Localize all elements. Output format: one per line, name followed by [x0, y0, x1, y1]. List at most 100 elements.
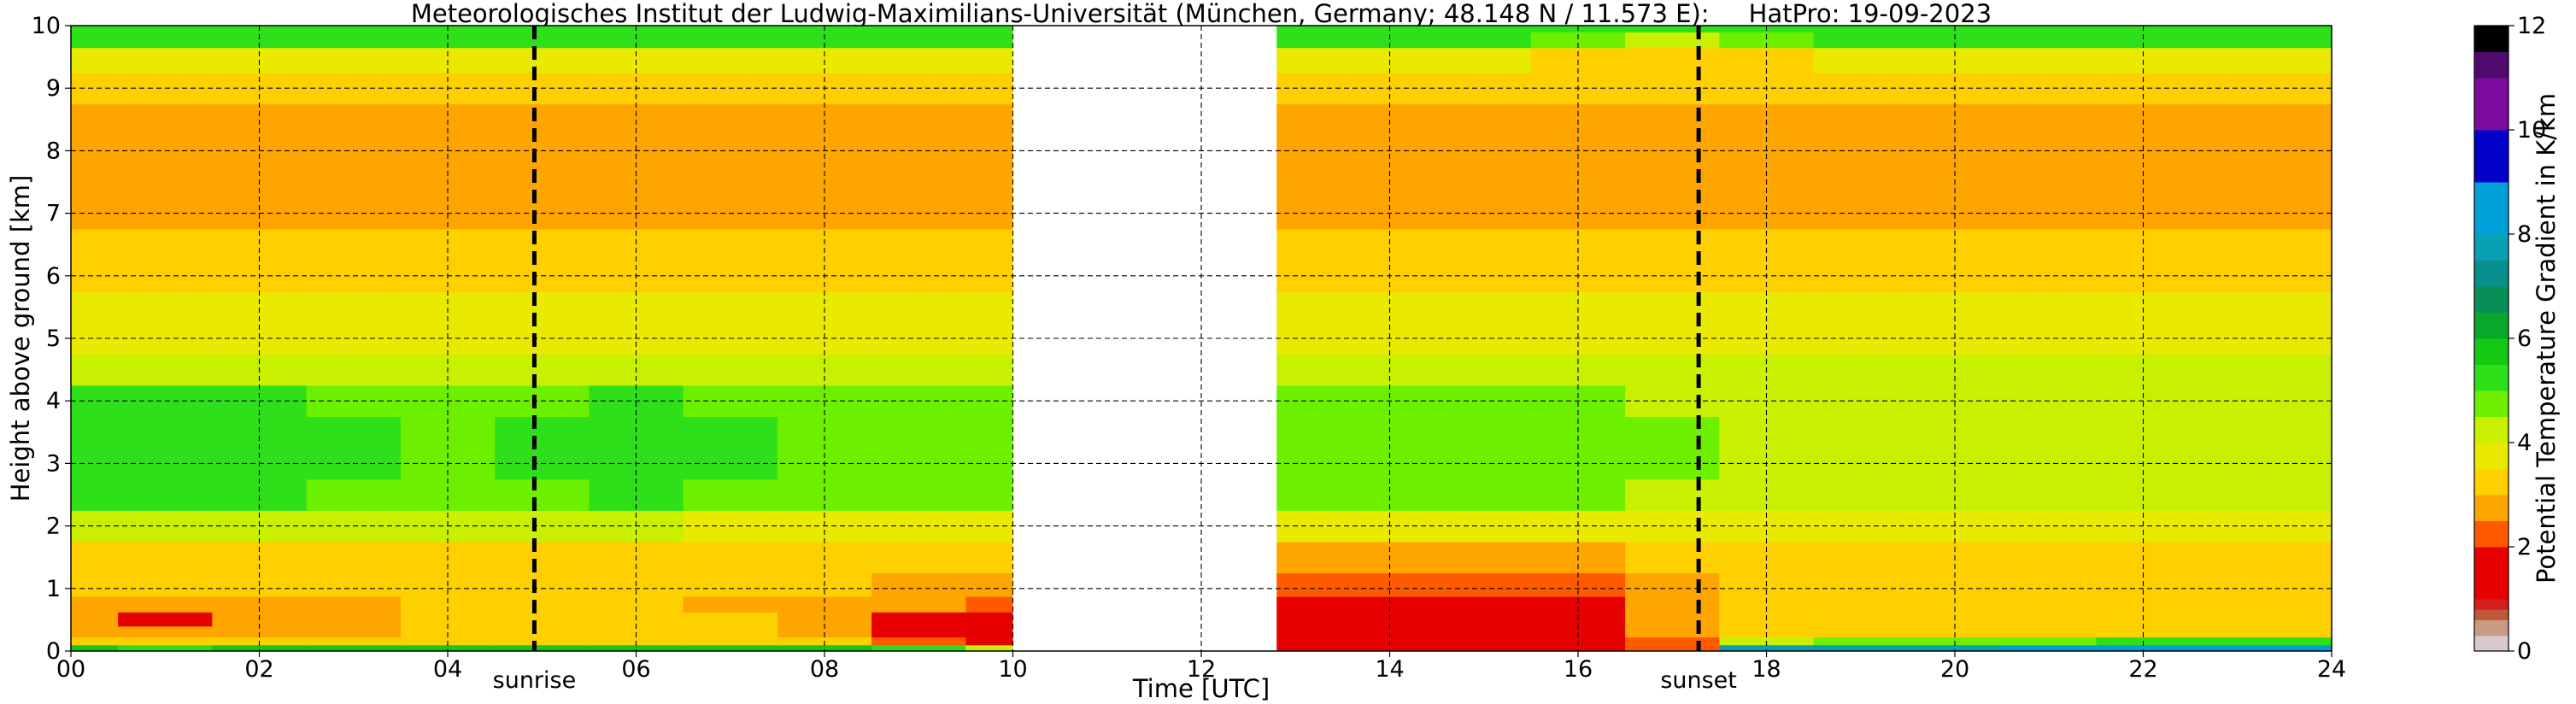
heatmap-cell — [871, 103, 966, 136]
x-tick-label: 16 — [1564, 656, 1593, 683]
heatmap-cell — [400, 32, 496, 49]
heatmap-cell — [71, 72, 119, 105]
heatmap-cell — [1813, 572, 1909, 597]
heatmap-cell — [2096, 625, 2192, 638]
heatmap-cell — [71, 260, 119, 292]
colorbar-segment — [2474, 495, 2509, 521]
heatmap-cell — [871, 625, 966, 638]
y-tick-label: 6 — [46, 263, 61, 290]
x-axis-ticks: 00 02 04 06 08 10 12 14 16 18 20 22 24 — [56, 651, 2346, 683]
colorbar-segment — [2474, 234, 2509, 261]
heatmap-cell — [2002, 572, 2097, 597]
heatmap-cell — [71, 32, 119, 49]
heatmap-cell — [871, 228, 966, 261]
heatmap-cell — [683, 541, 778, 574]
heatmap-cell — [1719, 625, 1815, 638]
y-tick-label: 10 — [32, 13, 61, 39]
heatmap-cell — [71, 384, 119, 418]
y-axis-ticks: 0 1 2 3 4 5 6 7 8 9 10 — [32, 13, 71, 665]
heatmap-cell — [1813, 26, 1909, 32]
heatmap-cell — [495, 354, 590, 386]
heatmap-cell — [2002, 103, 2097, 136]
heatmap-cell — [1530, 625, 1626, 638]
heatmap-cell — [495, 612, 590, 627]
heatmap-cell — [2002, 625, 2097, 638]
heatmap-cell — [306, 416, 402, 449]
heatmap-cell — [1436, 47, 1532, 73]
heatmap-cell — [118, 478, 213, 511]
heatmap-cell — [1436, 354, 1532, 386]
heatmap-cell — [212, 644, 308, 651]
colorbar-segment — [2474, 547, 2509, 600]
heatmap-cell — [871, 26, 966, 32]
heatmap-cell — [871, 572, 966, 597]
sunset-label: sunset — [1660, 667, 1737, 694]
sunrise-label: sunrise — [493, 667, 577, 694]
heatmap-cell — [306, 625, 402, 638]
colorbar-tick-label: 8 — [2517, 221, 2532, 248]
heatmap-cell — [1342, 595, 1438, 613]
heatmap-cell — [1625, 625, 1720, 638]
heatmap-cell — [1813, 644, 1909, 651]
x-tick-label: 06 — [621, 656, 650, 683]
heatmap-cell — [1813, 416, 1909, 449]
heatmap-cell — [2002, 166, 2097, 198]
heatmap-cell — [71, 228, 119, 261]
heatmap-cell — [118, 166, 213, 198]
heatmap-cell — [2284, 197, 2332, 230]
heatmap-cell — [683, 416, 778, 449]
heatmap-cell — [1813, 228, 1909, 261]
heatmap-cell — [2190, 228, 2286, 261]
y-tick-label: 9 — [46, 75, 61, 102]
heatmap-cell — [683, 644, 778, 651]
heatmap-cell — [306, 32, 402, 49]
heatmap-cell — [777, 644, 872, 651]
heatmap-cell — [683, 166, 778, 198]
heatmap-cell — [71, 595, 119, 613]
heatmap-cell — [2284, 260, 2332, 292]
heatmap-cell — [2190, 354, 2286, 386]
y-tick-label: 7 — [46, 201, 61, 227]
heatmap-cell — [71, 637, 119, 646]
heatmap-cell — [2284, 448, 2332, 480]
heatmap-cell — [683, 637, 778, 646]
heatmap-cell — [1625, 228, 1720, 261]
heatmap-cell — [1625, 354, 1720, 386]
heatmap-cell — [2190, 478, 2286, 511]
heatmap-cell — [683, 595, 778, 613]
heatmap-cell — [495, 47, 590, 73]
heatmap-cell — [306, 572, 402, 597]
heatmap-cell — [871, 166, 966, 198]
heatmap-cell — [683, 32, 778, 49]
heatmap-cell — [1436, 478, 1532, 511]
heatmap-cell — [2002, 416, 2097, 449]
heatmap-cell — [2002, 32, 2097, 49]
heatmap-cell — [71, 625, 119, 638]
heatmap-cell — [212, 32, 308, 49]
colorbar — [2474, 26, 2509, 652]
x-tick-label: 04 — [433, 656, 462, 683]
heatmap-cell — [495, 541, 590, 574]
heatmap-cell — [1813, 625, 1909, 638]
heatmap-cell — [683, 103, 778, 136]
heatmap-cell — [871, 612, 966, 627]
heatmap-cell — [118, 572, 213, 597]
heatmap-cell — [777, 32, 872, 49]
heatmap-cell — [1813, 595, 1909, 613]
heatmap-cell — [1530, 595, 1626, 613]
heatmap-cell — [212, 625, 308, 638]
x-tick-label: 02 — [244, 656, 273, 683]
heatmap-cell — [306, 541, 402, 574]
chart-title: Meteorologisches Institut der Ludwig-Max… — [411, 0, 1992, 28]
colorbar-tick-label: 6 — [2517, 326, 2532, 352]
heatmap-cell — [2190, 541, 2286, 574]
y-tick-label: 1 — [46, 576, 61, 602]
heatmap-cell — [495, 228, 590, 261]
heatmap-cell — [495, 595, 590, 613]
heatmap-cell — [1907, 625, 2003, 638]
heatmap-cell — [2002, 47, 2097, 73]
heatmap-cell — [71, 103, 119, 136]
heatmap-cell — [495, 625, 590, 638]
heatmap-cell — [683, 478, 778, 511]
